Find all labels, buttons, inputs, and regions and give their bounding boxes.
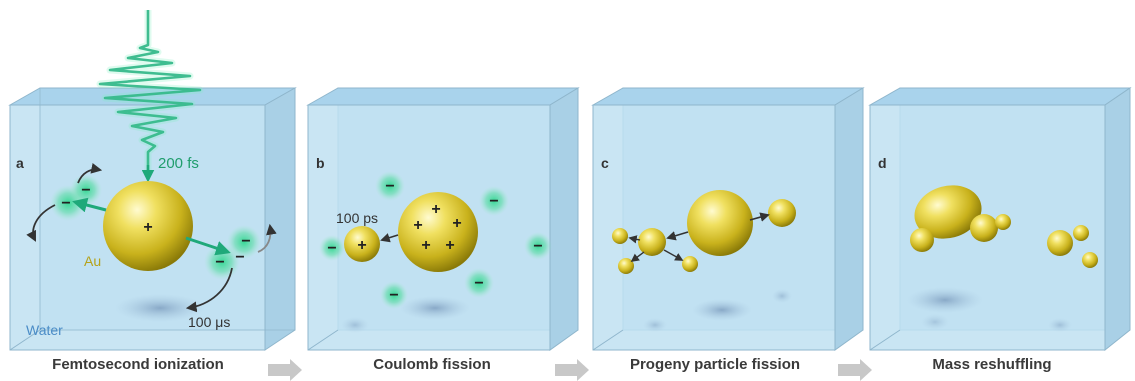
gold-nanoparticle	[638, 228, 666, 256]
particle-shadow	[772, 289, 792, 303]
gold-nanoparticle	[612, 228, 628, 244]
caption-coulomb-fission: Coulomb fission	[302, 356, 562, 373]
gold-nanoparticle	[1073, 225, 1089, 241]
positive-charge: +	[413, 217, 422, 234]
electron-charge: −	[215, 254, 224, 271]
ejection-time-label: 100 μs	[188, 314, 230, 330]
caption-femtosecond-ionization: Femtosecond ionization	[8, 356, 268, 373]
cube-right-face	[835, 88, 863, 350]
panel-letter-a: a	[16, 155, 24, 171]
gold-nanoparticle	[618, 258, 634, 274]
electron-charge: −	[389, 287, 398, 304]
particle-shadow	[692, 299, 752, 321]
cube-top-face	[593, 88, 863, 105]
gold-label: Au	[84, 253, 101, 269]
caption-progeny-particle-fission: Progeny particle fission	[585, 356, 845, 373]
positive-charge: +	[431, 201, 440, 218]
particle-shadow	[907, 287, 983, 313]
gold-nanoparticle	[970, 214, 998, 242]
electron-charge: −	[81, 182, 90, 199]
particle-shadow	[1048, 318, 1072, 332]
water-label: Water	[26, 322, 63, 338]
electron-charge: −	[533, 238, 542, 255]
particle-shadow	[921, 314, 949, 330]
panel-a	[10, 10, 295, 350]
particle-shadow	[400, 296, 470, 320]
fission-time-label: 100 ps	[336, 210, 378, 226]
panel-c	[593, 88, 863, 350]
gold-nanoparticle	[682, 256, 698, 272]
particle-shadow	[341, 317, 369, 333]
cube-top-face	[308, 88, 578, 105]
panel-letter-b: b	[316, 155, 325, 171]
cube-top-face	[870, 88, 1130, 105]
electron-charge: −	[474, 275, 483, 292]
electron-charge: −	[327, 240, 336, 257]
cube-right-face	[550, 88, 578, 350]
panel-letter-c: c	[601, 155, 609, 171]
gold-nanoparticle	[995, 214, 1011, 230]
panel-d	[870, 88, 1130, 350]
electron-charge: −	[489, 193, 498, 210]
positive-charge: +	[421, 237, 430, 254]
gold-nanoparticle	[1082, 252, 1098, 268]
positive-charge: +	[445, 237, 454, 254]
gold-nanoparticle	[768, 199, 796, 227]
gold-nanoparticle	[910, 228, 934, 252]
positive-charge: +	[143, 219, 152, 236]
electron-charge: −	[385, 178, 394, 195]
panel-letter-d: d	[878, 155, 887, 171]
particle-shadow	[643, 318, 667, 332]
electron-charge: −	[235, 249, 244, 266]
positive-charge: +	[452, 215, 461, 232]
cube-right-face	[1105, 88, 1130, 350]
caption-mass-reshuffling: Mass reshuffling	[862, 356, 1122, 373]
cube-right-face	[265, 88, 295, 350]
pulse-duration-label: 200 fs	[158, 155, 199, 172]
positive-charge: +	[357, 237, 366, 254]
gold-nanoparticle	[687, 190, 753, 256]
gold-nanoparticle	[1047, 230, 1073, 256]
electron-charge: −	[241, 233, 250, 250]
electron-charge: −	[61, 195, 70, 212]
process-arrow	[268, 359, 302, 381]
